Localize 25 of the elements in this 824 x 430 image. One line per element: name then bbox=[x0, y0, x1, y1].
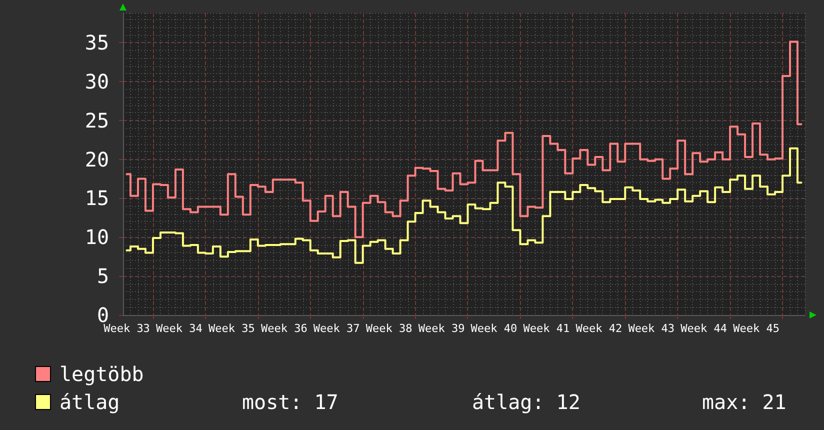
y-tick-label: 25 bbox=[84, 108, 109, 132]
x-tick-label: Week 39 bbox=[418, 322, 465, 335]
x-tick-label: Week 45 bbox=[733, 322, 780, 335]
x-tick-label: Week 43 bbox=[628, 322, 675, 335]
y-tick-label: 35 bbox=[84, 30, 109, 55]
legend-label: legtöbb bbox=[60, 362, 144, 386]
x-tick-label: Week 41 bbox=[523, 322, 570, 335]
y-tick-label: 15 bbox=[84, 186, 109, 210]
text: átlag: 12 bbox=[472, 390, 580, 414]
x-tick-label: Week 42 bbox=[576, 322, 622, 335]
x-tick-label: Week 38 bbox=[366, 322, 412, 335]
x-tick-label: Week 35 bbox=[208, 322, 255, 335]
y-tick-label: 5 bbox=[96, 264, 109, 288]
text: max: 21 bbox=[702, 390, 786, 414]
x-tick-label: Week 37 bbox=[313, 322, 360, 335]
x-tick-label: Week 40 bbox=[470, 322, 518, 335]
x-tick-label: Week 44 bbox=[680, 322, 728, 335]
x-tick-label: Week 33 bbox=[104, 322, 150, 335]
y-tick-label: 10 bbox=[84, 225, 109, 250]
x-tick-label: Week 34 bbox=[156, 322, 203, 335]
text: most: 17 bbox=[242, 390, 338, 414]
legend-label: átlag bbox=[60, 390, 120, 414]
y-tick-label: 30 bbox=[84, 69, 109, 94]
x-tick-label: Week 36 bbox=[260, 322, 308, 335]
y-tick-label: 20 bbox=[84, 147, 109, 172]
